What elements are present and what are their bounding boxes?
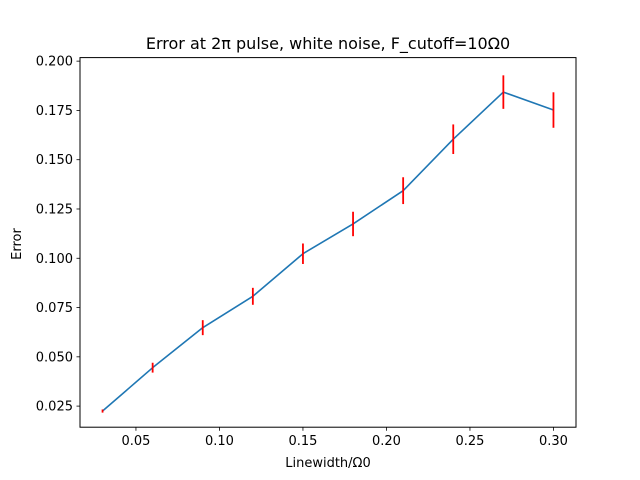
y-tick-label: 0.050 bbox=[36, 350, 73, 365]
plot-area bbox=[101, 75, 555, 413]
x-tick-label: 0.10 bbox=[205, 434, 234, 449]
x-axis-ticks: 0.05 0.10 0.15 0.20 0.25 0.30 bbox=[121, 427, 568, 449]
x-tick-label: 0.20 bbox=[372, 434, 401, 449]
x-tick-label: 0.05 bbox=[121, 434, 150, 449]
y-tick-label: 0.175 bbox=[36, 104, 73, 119]
y-tick-label: 0.100 bbox=[36, 252, 73, 267]
series-line bbox=[102, 91, 554, 412]
x-axis-label: Linewidth/Ω0 bbox=[285, 456, 371, 471]
y-axis-label: Error bbox=[10, 228, 25, 260]
y-tick-label: 0.125 bbox=[36, 202, 73, 217]
x-tick-label: 0.30 bbox=[539, 434, 568, 449]
y-tick-label: 0.150 bbox=[36, 153, 73, 168]
y-axis-ticks: 0.025 0.050 0.075 0.100 0.125 0.150 0.175 0.200 bbox=[36, 55, 80, 415]
y-tick-label: 0.200 bbox=[36, 55, 73, 70]
y-tick-label: 0.025 bbox=[36, 400, 73, 415]
y-tick-label: 0.075 bbox=[36, 301, 73, 316]
chart-title: Error at 2π pulse, white noise, F_cutoff… bbox=[146, 34, 510, 54]
x-tick-label: 0.25 bbox=[455, 434, 484, 449]
x-tick-label: 0.15 bbox=[288, 434, 317, 449]
axes-frame bbox=[79, 57, 577, 428]
